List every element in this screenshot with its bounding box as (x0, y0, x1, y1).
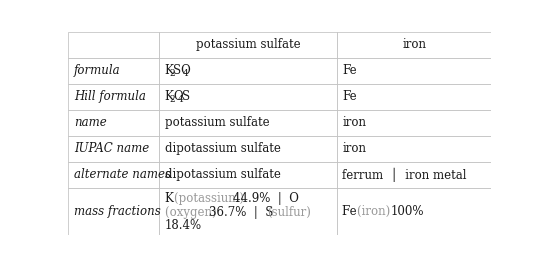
Text: IUPAC name: IUPAC name (74, 142, 149, 155)
Text: K: K (165, 90, 174, 103)
Bar (159, 58, 337, 84)
Text: 2: 2 (170, 69, 175, 78)
Bar (159, 162, 337, 188)
Bar (337, 162, 491, 188)
Bar (68, 84, 159, 110)
Bar (337, 84, 491, 110)
Bar (159, 188, 337, 235)
Text: (sulfur): (sulfur) (267, 206, 311, 219)
Text: K: K (165, 64, 174, 77)
Bar (159, 136, 337, 162)
Bar (337, 110, 491, 136)
Text: 44.9%  |  O: 44.9% | O (233, 192, 299, 205)
Text: iron: iron (342, 116, 366, 129)
Text: name: name (74, 116, 106, 129)
Text: potassium sulfate: potassium sulfate (196, 38, 300, 51)
Text: 4: 4 (183, 69, 189, 78)
Text: iron: iron (342, 142, 366, 155)
Text: formula: formula (74, 64, 120, 77)
Bar (159, 32, 337, 58)
Text: 36.7%  |  S: 36.7% | S (209, 206, 277, 219)
Bar (337, 188, 491, 235)
Bar (159, 110, 337, 136)
Bar (68, 188, 159, 235)
Text: mass fractions: mass fractions (74, 205, 161, 218)
Text: dipotassium sulfate: dipotassium sulfate (165, 168, 281, 181)
Bar (68, 58, 159, 84)
Bar (337, 136, 491, 162)
Text: 4: 4 (178, 95, 184, 104)
Text: ferrum  │  iron metal: ferrum │ iron metal (342, 168, 467, 182)
Text: Hill formula: Hill formula (74, 90, 146, 103)
Text: (iron): (iron) (357, 205, 394, 218)
Text: (oxygen): (oxygen) (165, 206, 220, 219)
Text: 100%: 100% (391, 205, 425, 218)
Text: potassium sulfate: potassium sulfate (165, 116, 269, 129)
Text: S: S (182, 90, 190, 103)
Text: (potassium): (potassium) (175, 192, 248, 205)
Bar (68, 110, 159, 136)
Text: alternate names: alternate names (74, 168, 171, 181)
Bar (68, 32, 159, 58)
Bar (68, 162, 159, 188)
Bar (337, 32, 491, 58)
Text: O: O (173, 90, 183, 103)
Text: 18.4%: 18.4% (165, 219, 202, 232)
Bar (68, 136, 159, 162)
Bar (159, 84, 337, 110)
Bar (337, 58, 491, 84)
Text: K: K (165, 192, 177, 205)
Text: iron: iron (402, 38, 426, 51)
Text: dipotassium sulfate: dipotassium sulfate (165, 142, 281, 155)
Text: Fe: Fe (342, 205, 361, 218)
Text: Fe: Fe (342, 90, 357, 103)
Text: Fe: Fe (342, 64, 357, 77)
Text: 2: 2 (170, 95, 175, 104)
Text: SO: SO (173, 64, 191, 77)
